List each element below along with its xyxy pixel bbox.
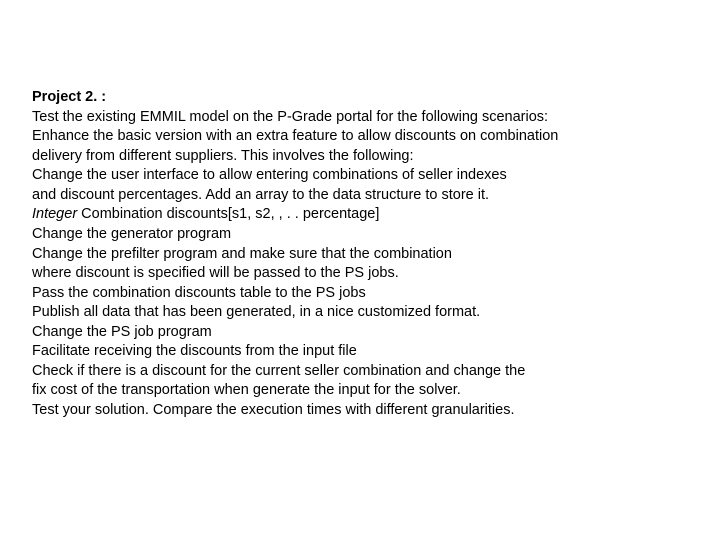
text-line: delivery from different suppliers. This … — [32, 147, 680, 167]
text-line: Pass the combination discounts table to … — [32, 284, 680, 304]
code-line: Integer Combination discounts[s1, s2, , … — [32, 205, 680, 225]
text-line: Facilitate receiving the discounts from … — [32, 342, 680, 362]
text-line: Test the existing EMMIL model on the P-G… — [32, 108, 680, 128]
text-line: Change the generator program — [32, 225, 680, 245]
text-line: Publish all data that has been generated… — [32, 303, 680, 323]
text-line: Change the prefilter program and make su… — [32, 245, 680, 265]
text-line: Enhance the basic version with an extra … — [32, 127, 680, 147]
project-title-line: Project 2. : — [32, 88, 680, 108]
text-line: Test your solution. Compare the executio… — [32, 401, 680, 421]
code-rest: Combination discounts[s1, s2, , . . perc… — [77, 206, 379, 222]
text-line: and discount percentages. Add an array t… — [32, 186, 680, 206]
document-body: Project 2. : Test the existing EMMIL mod… — [32, 88, 680, 421]
text-line: Check if there is a discount for the cur… — [32, 362, 680, 382]
text-line: where discount is specified will be pass… — [32, 264, 680, 284]
project-title: Project 2. : — [32, 89, 106, 105]
text-line: fix cost of the transportation when gene… — [32, 381, 680, 401]
keyword-integer: Integer — [32, 206, 77, 222]
text-line: Change the user interface to allow enter… — [32, 166, 680, 186]
text-line: Change the PS job program — [32, 323, 680, 343]
